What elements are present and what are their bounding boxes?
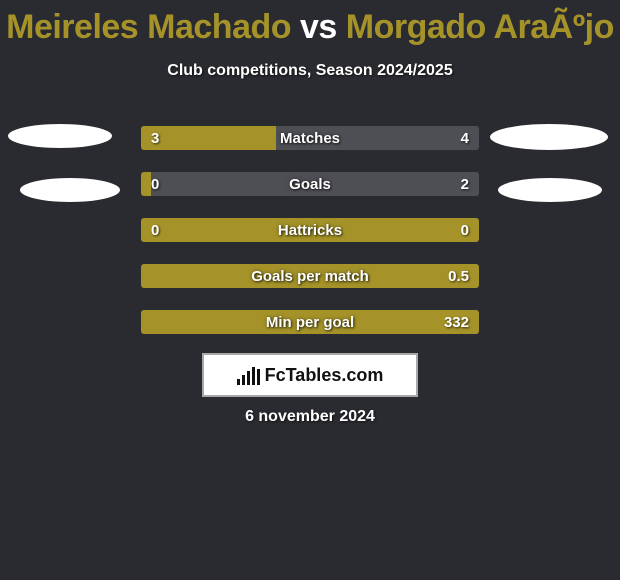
stat-row: Min per goal332 <box>140 309 480 335</box>
stat-bars: Matches34Goals02Hattricks00Goals per mat… <box>140 125 480 355</box>
snapshot-date: 6 november 2024 <box>0 408 620 426</box>
decorative-ellipse <box>498 178 602 202</box>
stat-value-right: 332 <box>444 310 469 334</box>
stat-row: Matches3 4 <box>140 125 480 151</box>
comparison-title: Meireles Machado vs Morgado AraÃºjo <box>0 8 620 47</box>
stat-row: Goals0 2 <box>140 171 480 197</box>
brand-box: FcTables.com <box>202 353 418 397</box>
title-player1: Meireles Machado <box>6 8 291 46</box>
stat-label: Matches <box>141 126 479 150</box>
brand-bars-icon <box>237 365 261 385</box>
decorative-ellipse <box>20 178 120 202</box>
stat-label: Goals per match <box>141 264 479 288</box>
stat-value-right: 4 <box>461 126 469 150</box>
brand-text: FcTables.com <box>265 365 384 386</box>
title-player2: Morgado AraÃºjo <box>346 8 614 46</box>
decorative-ellipse <box>490 124 608 150</box>
stat-value-left: 0 <box>151 218 159 242</box>
subtitle: Club competitions, Season 2024/2025 <box>0 62 620 80</box>
stat-label: Hattricks <box>141 218 479 242</box>
stat-value-right: 0 <box>461 218 469 242</box>
stat-label: Goals <box>141 172 479 196</box>
stat-value-right: 0.5 <box>448 264 469 288</box>
stat-value-left: 0 <box>151 172 159 196</box>
stat-row: Hattricks0 0 <box>140 217 480 243</box>
stat-value-left: 3 <box>151 126 159 150</box>
stat-row: Goals per match0.5 <box>140 263 480 289</box>
title-vs: vs <box>300 8 337 46</box>
stat-label: Min per goal <box>141 310 479 334</box>
decorative-ellipse <box>8 124 112 148</box>
stat-value-right: 2 <box>461 172 469 196</box>
